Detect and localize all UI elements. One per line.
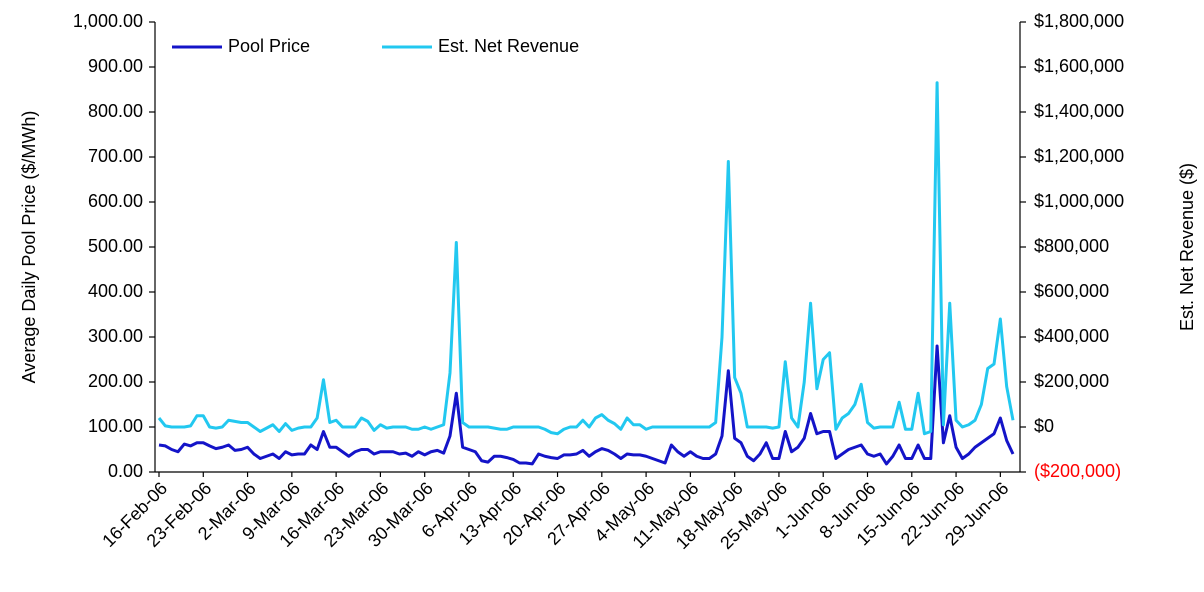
y2-tick-label: $1,400,000 (1034, 101, 1124, 121)
y-tick-label: 300.00 (88, 326, 143, 346)
y-tick-label: 700.00 (88, 146, 143, 166)
y-axis-title: Average Daily Pool Price ($/MWh) (19, 111, 39, 384)
y-tick-label: 400.00 (88, 281, 143, 301)
y-tick-label: 500.00 (88, 236, 143, 256)
y2-axis-title: Est. Net Revenue ($) (1177, 163, 1197, 331)
y2-tick-label: $1,800,000 (1034, 11, 1124, 31)
y2-tick-label: $400,000 (1034, 326, 1109, 346)
y-tick-label: 0.00 (108, 461, 143, 481)
legend-label: Est. Net Revenue (438, 36, 579, 56)
y2-tick-label: $1,000,000 (1034, 191, 1124, 211)
y2-tick-label: $1,200,000 (1034, 146, 1124, 166)
series-line (157, 81, 1015, 436)
y-tick-label: 900.00 (88, 56, 143, 76)
y-tick-label: 600.00 (88, 191, 143, 211)
y-tick-label: 1,000.00 (73, 11, 143, 31)
legend-label: Pool Price (228, 36, 310, 56)
y-tick-label: 800.00 (88, 101, 143, 121)
y-tick-label: 200.00 (88, 371, 143, 391)
y2-tick-label: $1,600,000 (1034, 56, 1124, 76)
y2-tick-label: ($200,000) (1034, 461, 1121, 481)
y2-tick-label: $600,000 (1034, 281, 1109, 301)
y2-tick-label: $200,000 (1034, 371, 1109, 391)
y-tick-label: 100.00 (88, 416, 143, 436)
y2-tick-label: $0 (1034, 416, 1054, 436)
y2-tick-label: $800,000 (1034, 236, 1109, 256)
series-line (158, 344, 1015, 466)
